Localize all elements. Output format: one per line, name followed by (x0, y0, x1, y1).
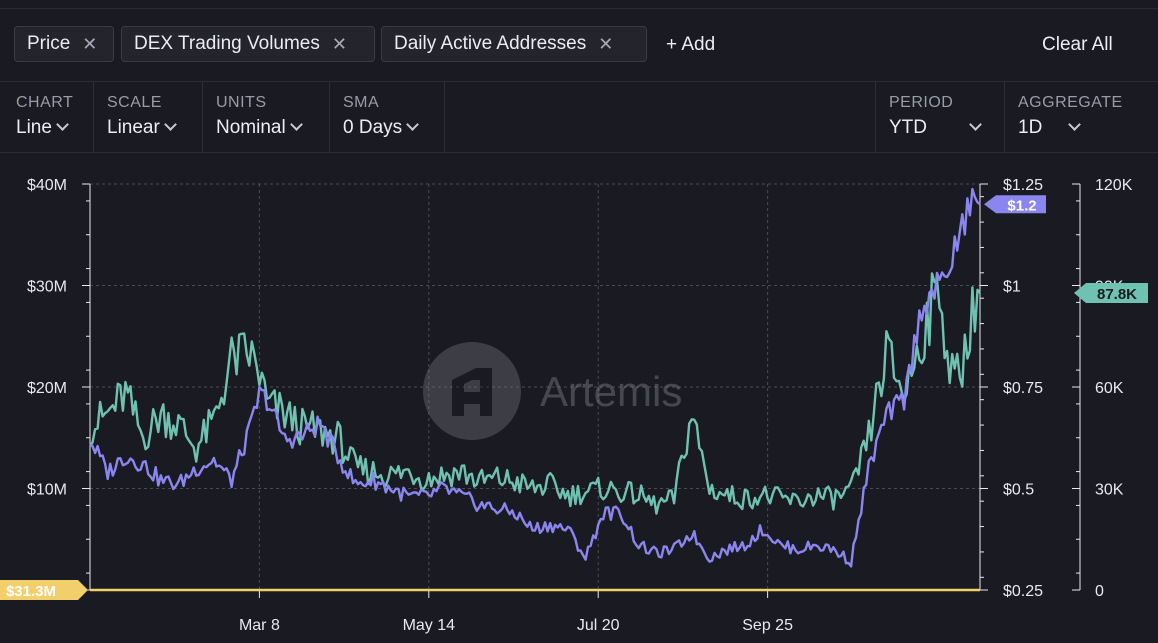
control-value: 0 Days (343, 117, 403, 138)
metric-chip-daily-active-addresses[interactable]: Daily Active Addresses ✕ (381, 26, 647, 62)
close-icon[interactable]: ✕ (598, 33, 614, 54)
x-tick-label: Jul 20 (577, 617, 620, 634)
divider (93, 82, 94, 152)
chevron-down-icon (1068, 118, 1082, 131)
watermark: Artemis (423, 342, 682, 440)
control-label: PERIOD (889, 94, 954, 111)
y-price-tick-label: $1 (1003, 279, 1021, 296)
control-value: YTD (889, 117, 927, 138)
chevron-down-icon (969, 118, 982, 131)
metric-chip-label: Price (27, 33, 71, 54)
control-label: UNITS (216, 94, 267, 111)
dex-value-tag (0, 579, 88, 600)
chevron-down-icon (289, 118, 303, 131)
y-price-tick-label: $0.75 (1003, 380, 1043, 397)
series-line-price (89, 187, 981, 568)
artemis-logo-icon (423, 342, 521, 440)
x-tick-label: May 14 (403, 617, 456, 634)
top-border (0, 8, 1158, 9)
metric-chip-label: Daily Active Addresses (394, 33, 587, 54)
period-control[interactable]: PERIOD YTD (875, 82, 1004, 152)
y-daa-tick-label: 30K (1095, 482, 1124, 499)
add-metric-button[interactable]: + Add (666, 34, 716, 55)
y-price-tick-label: $0.5 (1003, 482, 1034, 499)
y-daa-tick-label: 60K (1095, 380, 1124, 397)
scale-control[interactable]: SCALE Linear (93, 82, 203, 152)
y-daa-tick-label: 0 (1095, 583, 1104, 600)
metric-chip-price[interactable]: Price ✕ (14, 26, 114, 62)
daa-value-tag (1074, 282, 1148, 303)
y-left-tick-label: $30M (27, 279, 67, 296)
chevron-down-icon (406, 118, 420, 131)
sma-control[interactable]: SMA 0 Days (329, 82, 445, 152)
units-control[interactable]: UNITS Nominal (202, 82, 330, 152)
divider (202, 82, 203, 152)
x-tick-label: Mar 8 (239, 617, 280, 634)
metric-chip-label: DEX Trading Volumes (134, 33, 320, 54)
chart-type-select[interactable]: Line (16, 117, 69, 139)
series-line-daa (89, 272, 981, 515)
chart-series (89, 187, 981, 592)
y-left-tick-label: $10M (27, 482, 67, 499)
divider (1004, 82, 1005, 152)
aggregate-select[interactable]: 1D (1018, 117, 1082, 139)
latest-value-tags: $1.2 $31.3M 87.8K (0, 195, 1148, 600)
divider (0, 152, 1158, 153)
clear-all-button[interactable]: Clear All (1042, 34, 1113, 55)
control-value: Line (16, 117, 52, 138)
dex-value-label: $31.3M (6, 583, 56, 600)
y-daa-tick-label: 120K (1095, 177, 1133, 194)
period-select[interactable]: YTD (889, 117, 982, 139)
chevron-down-icon (163, 118, 177, 131)
close-icon[interactable]: ✕ (82, 33, 98, 54)
units-select[interactable]: Nominal (216, 117, 303, 139)
control-label: SMA (343, 94, 380, 111)
chevron-down-icon (56, 118, 69, 131)
control-label: CHART (16, 94, 74, 111)
control-label: AGGREGATE (1018, 94, 1123, 111)
divider (444, 82, 445, 152)
close-icon[interactable]: ✕ (331, 33, 347, 54)
control-value: Nominal (216, 117, 286, 138)
divider (329, 82, 330, 152)
artemis-logo-glyph (452, 368, 492, 416)
y-price-tick-label: $1.25 (1003, 177, 1043, 194)
y-left-tick-label: $40M (27, 177, 67, 194)
divider (875, 82, 876, 152)
control-label: SCALE (107, 94, 162, 111)
metric-chip-dex-volumes[interactable]: DEX Trading Volumes ✕ (121, 26, 375, 62)
y-price-tick-label: $0.25 (1003, 583, 1043, 600)
watermark-text: Artemis (540, 368, 682, 415)
sma-select[interactable]: 0 Days (343, 117, 420, 139)
control-value: 1D (1018, 117, 1043, 138)
chart-type-control[interactable]: CHART Line (2, 82, 94, 152)
x-tick-label: Sep 25 (742, 617, 793, 634)
metric-filter-bar: Price ✕ DEX Trading Volumes ✕ Daily Acti… (0, 26, 1158, 64)
control-value: Linear (107, 117, 160, 138)
scale-select[interactable]: Linear (107, 117, 177, 139)
daa-value-label: 87.8K (1097, 286, 1137, 303)
chart-controls: CHART Line SCALE Linear UNITS Nominal SM… (0, 82, 1158, 152)
price-value-tag (984, 195, 1046, 214)
y-left-tick-label: $20M (27, 380, 67, 397)
aggregate-control[interactable]: AGGREGATE 1D (1004, 82, 1154, 152)
price-value-label: $1.2 (1007, 197, 1036, 214)
divider (0, 81, 1158, 82)
